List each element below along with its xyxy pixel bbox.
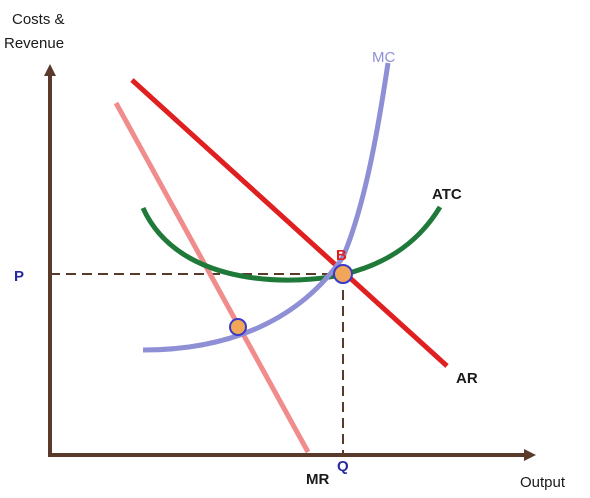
x-axis-label: Output	[520, 474, 566, 491]
price-label: P	[14, 268, 24, 285]
ar-label: AR	[456, 370, 478, 387]
ar-curve	[130, 78, 449, 368]
mr-label: MR	[306, 471, 329, 488]
atc-label: ATC	[432, 186, 462, 203]
mc-curve	[142, 62, 391, 353]
atc-curve	[140, 205, 443, 283]
mc-label: MC	[372, 49, 395, 66]
quantity-label: Q	[337, 458, 349, 475]
y-axis-label-line1: Costs &	[12, 11, 65, 28]
point-b-label: B	[336, 247, 347, 264]
y-axis-label-line2: Revenue	[4, 35, 64, 52]
mc-mr-intersection-marker	[229, 318, 247, 336]
mr-curve	[113, 101, 311, 454]
equilibrium-marker	[333, 264, 353, 284]
